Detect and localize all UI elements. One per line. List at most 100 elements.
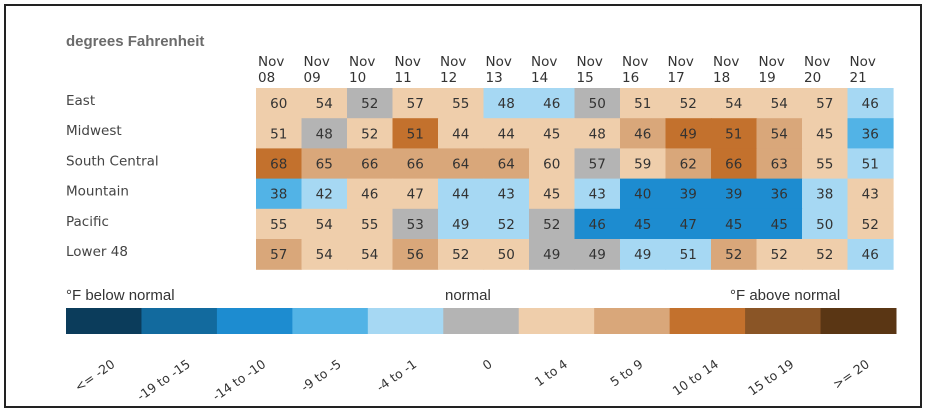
column-label-month: Nov	[440, 54, 466, 70]
cell-value: 45	[634, 217, 651, 233]
heatmap-cell	[347, 239, 394, 270]
heatmap-cell	[574, 208, 621, 240]
heatmap-cell	[802, 178, 849, 210]
heatmap-cell	[711, 88, 758, 119]
cell-value: 51	[270, 126, 287, 142]
legend-bin-label: 0	[480, 356, 495, 373]
heatmap-cell	[301, 239, 348, 270]
heatmap-cell	[711, 148, 758, 180]
column-label-month: Nov	[577, 54, 603, 70]
cell-value: 56	[407, 247, 424, 263]
legend-swatch	[141, 308, 218, 334]
legend-swatch	[443, 308, 520, 334]
column-label-day: 21	[850, 70, 867, 86]
cell-value: 55	[270, 217, 287, 233]
row-label: Midwest	[66, 123, 122, 139]
heatmap-cell	[483, 118, 530, 149]
column-label-day: 18	[713, 70, 730, 86]
cell-value: 45	[543, 126, 560, 142]
legend-swatch	[669, 308, 746, 334]
heatmap-cell	[756, 208, 803, 240]
cell-value: 54	[771, 126, 788, 142]
heatmap-cell	[620, 178, 667, 210]
cell-value: 64	[498, 157, 515, 173]
cell-value: 60	[543, 157, 560, 173]
cell-value: 50	[816, 217, 833, 233]
cell-value: 57	[589, 157, 606, 173]
legend-bin-label: -9 to -5	[298, 356, 344, 394]
heatmap-cell	[620, 148, 667, 180]
column-label-month: Nov	[258, 54, 284, 70]
heatmap-cell	[347, 178, 394, 210]
cell-value: 46	[589, 217, 606, 233]
heatmap-cell	[756, 88, 803, 119]
legend-bin-label: >= 20	[830, 356, 872, 392]
column-label-day: 16	[622, 70, 639, 86]
cell-value: 38	[816, 187, 833, 203]
cell-value: 57	[270, 247, 287, 263]
heatmap-cell	[256, 118, 303, 149]
legend-bin-label: 15 to 19	[745, 356, 796, 398]
heatmap-cell	[802, 118, 849, 149]
legend-swatch	[820, 308, 897, 334]
legend-swatch	[66, 308, 142, 334]
cell-value: 57	[407, 96, 424, 112]
cell-value: 52	[680, 96, 697, 112]
heatmap-cell	[756, 148, 803, 180]
cell-value: 42	[316, 187, 333, 203]
cell-value: 36	[862, 126, 879, 142]
heatmap-cell	[438, 148, 485, 180]
heatmap-cell	[392, 239, 439, 270]
heatmap-cell	[392, 178, 439, 210]
cell-value: 60	[270, 96, 287, 112]
legend-swatch	[292, 308, 369, 334]
cell-value: 55	[816, 157, 833, 173]
heatmap-cell	[256, 178, 303, 210]
heatmap-cell	[301, 178, 348, 210]
column-label-month: Nov	[804, 54, 830, 70]
chart-title: degrees Fahrenheit	[66, 33, 204, 50]
row-label: Lower 48	[66, 244, 128, 260]
cell-value: 57	[816, 96, 833, 112]
column-label-month: Nov	[713, 54, 739, 70]
legend-bin-label: 10 to 14	[670, 356, 721, 398]
row-label: East	[66, 93, 95, 109]
cell-value: 52	[816, 247, 833, 263]
heatmap-cell	[483, 88, 530, 119]
heatmap-cell	[392, 208, 439, 240]
cell-value: 53	[407, 217, 424, 233]
heatmap-cell	[665, 118, 712, 149]
cell-value: 39	[680, 187, 697, 203]
cell-value: 46	[862, 247, 879, 263]
heatmap-cell	[347, 148, 394, 180]
cell-value: 54	[361, 247, 378, 263]
heatmap-cell	[347, 88, 394, 119]
legend-swatch	[216, 308, 293, 334]
heatmap-cell	[483, 208, 530, 240]
cell-value: 51	[407, 126, 424, 142]
cell-value: 52	[543, 217, 560, 233]
cell-value: 47	[680, 217, 697, 233]
heatmap-cell	[802, 148, 849, 180]
cell-value: 51	[862, 157, 879, 173]
legend-above-label: °F above normal	[730, 287, 840, 304]
column-label-day: 08	[258, 70, 275, 86]
heatmap-cell	[620, 208, 667, 240]
heatmap-cell	[392, 88, 439, 119]
legend-bin-label: -4 to -1	[373, 356, 419, 394]
heatmap-cell	[301, 148, 348, 180]
column-label-day: 15	[577, 70, 594, 86]
heatmap-cell	[802, 208, 849, 240]
cell-value: 65	[316, 157, 333, 173]
column-label-month: Nov	[850, 54, 876, 70]
cell-value: 40	[634, 187, 651, 203]
legend-bin-label: 1 to 4	[532, 356, 570, 389]
column-label-month: Nov	[486, 54, 512, 70]
heatmap-cell	[529, 208, 576, 240]
cell-value: 47	[407, 187, 424, 203]
heatmap-cell	[483, 239, 530, 270]
heatmap-cell	[620, 118, 667, 149]
heatmap-cell	[574, 118, 621, 149]
row-label: Mountain	[66, 184, 129, 200]
